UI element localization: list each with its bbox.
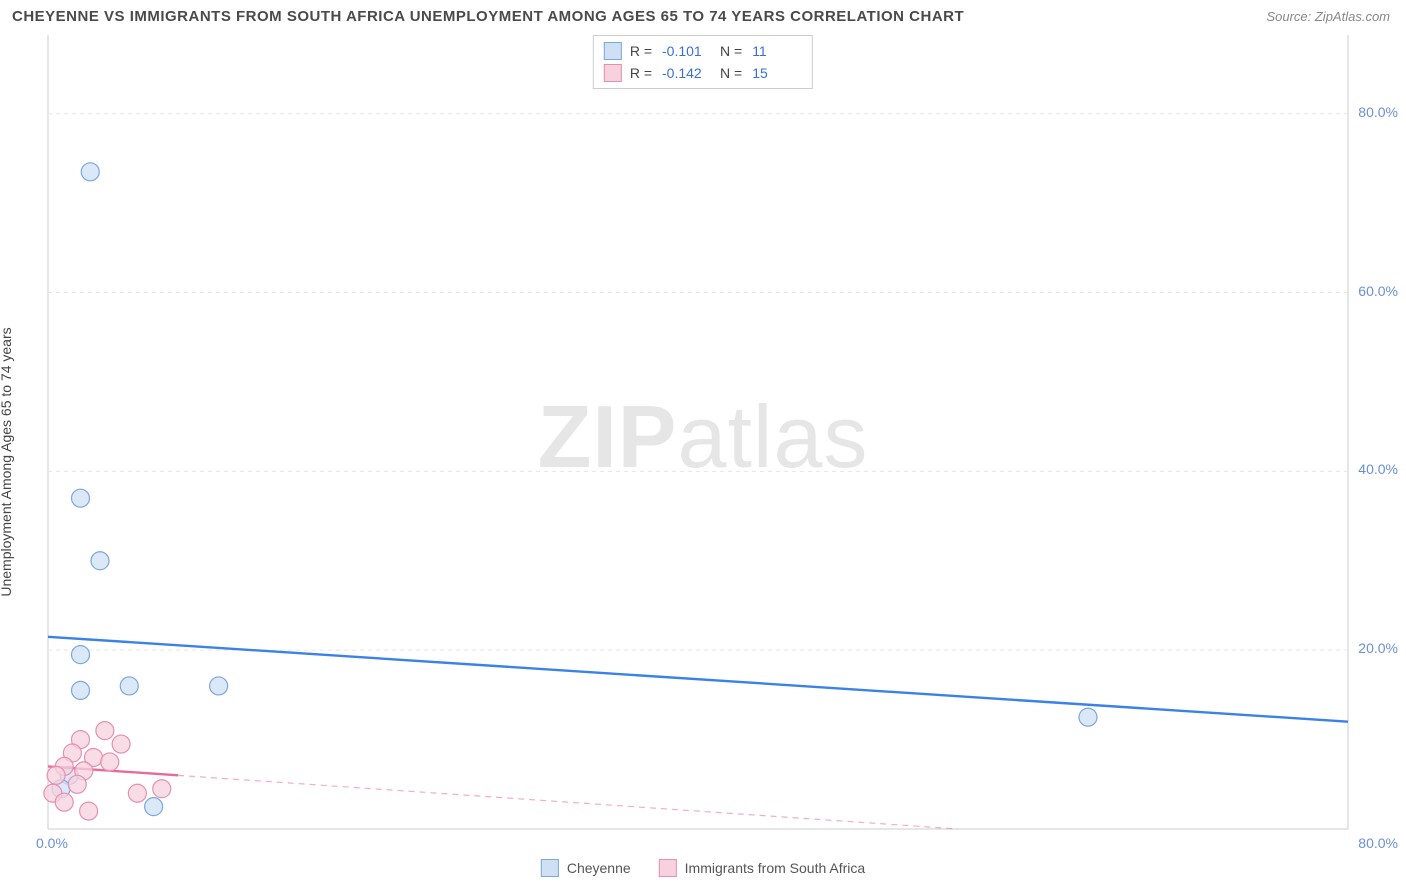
legend-label-1: Cheyenne: [567, 860, 631, 876]
legend-r-label: R =: [630, 43, 652, 59]
y-tick-label: 40.0%: [1358, 461, 1398, 477]
legend-r-value-2: -0.142: [662, 65, 712, 81]
legend-n-value-1: 11: [752, 43, 802, 59]
legend-swatch-1: [604, 42, 622, 60]
chart-title: CHEYENNE VS IMMIGRANTS FROM SOUTH AFRICA…: [12, 8, 964, 25]
legend-swatch-series-1: [541, 859, 559, 877]
x-max-label: 80.0%: [1358, 835, 1398, 851]
legend-item-2: Immigrants from South Africa: [659, 859, 866, 877]
scatter-chart-svg: [0, 29, 1406, 859]
y-tick-label: 20.0%: [1358, 640, 1398, 656]
legend-swatch-series-2: [659, 859, 677, 877]
series-legend: Cheyenne Immigrants from South Africa: [541, 859, 865, 877]
y-tick-label: 80.0%: [1358, 104, 1398, 120]
y-axis-label: Unemployment Among Ages 65 to 74 years: [0, 327, 14, 596]
legend-n-label: N =: [720, 43, 742, 59]
correlation-legend: R = -0.101 N = 11 R = -0.142 N = 15: [593, 35, 813, 89]
legend-r-label: R =: [630, 65, 652, 81]
legend-n-label: N =: [720, 65, 742, 81]
chart-source: Source: ZipAtlas.com: [1266, 9, 1390, 24]
legend-row-2: R = -0.142 N = 15: [604, 62, 802, 84]
y-tick-label: 60.0%: [1358, 283, 1398, 299]
legend-item-1: Cheyenne: [541, 859, 631, 877]
legend-n-value-2: 15: [752, 65, 802, 81]
legend-r-value-1: -0.101: [662, 43, 712, 59]
x-origin-label: 0.0%: [36, 835, 68, 851]
legend-row-1: R = -0.101 N = 11: [604, 40, 802, 62]
legend-label-2: Immigrants from South Africa: [685, 860, 866, 876]
legend-swatch-2: [604, 64, 622, 82]
chart-header: CHEYENNE VS IMMIGRANTS FROM SOUTH AFRICA…: [0, 0, 1406, 29]
chart-area: Unemployment Among Ages 65 to 74 years Z…: [0, 29, 1406, 879]
